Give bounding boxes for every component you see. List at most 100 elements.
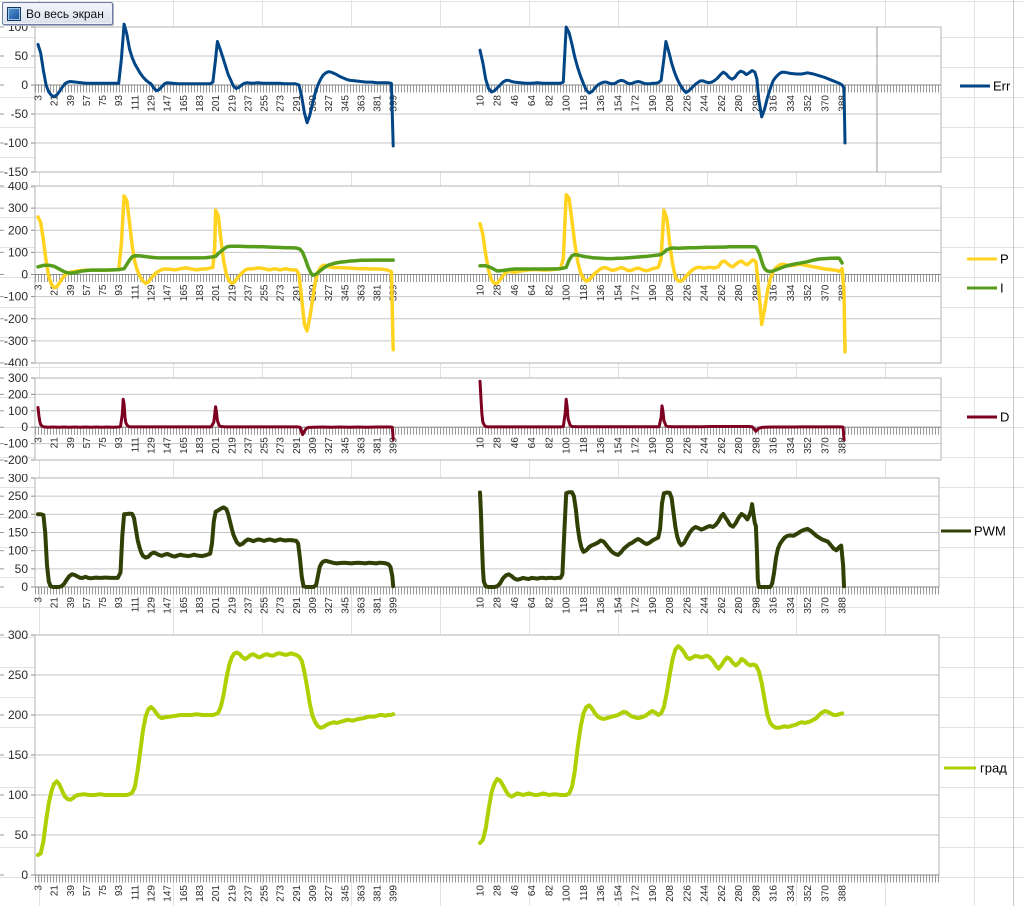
y-tick-label: 0	[21, 580, 28, 594]
x-tick-label: 208	[665, 885, 676, 902]
fullscreen-button-label: Во весь экран	[26, 6, 104, 21]
legend-label: град	[980, 761, 1007, 776]
chart-p-i[interactable]: -400 -300 -200 -100 0 100 200 300 400 3 21 39 57 75 93…	[0, 182, 1014, 366]
x-tick-label: 3	[34, 437, 45, 443]
x-tick-label: 291	[292, 284, 303, 301]
x-tick-label: 183	[195, 885, 206, 902]
x-tick-label: 298	[751, 95, 762, 112]
y-tick-label: 50	[15, 828, 29, 842]
chart-err[interactable]: -150 -100 -50 0 50 100 3 21 39 57 75 93 111 129 147 165…	[0, 0, 1014, 182]
x-tick-label: 291	[292, 437, 303, 454]
x-tick-label: 316	[769, 597, 780, 614]
x-tick-label: 316	[769, 284, 780, 301]
x-tick-label: 93	[114, 885, 125, 897]
x-tick-label: 381	[373, 885, 384, 902]
x-tick-label: 226	[682, 95, 693, 112]
x-tick-label: 298	[751, 885, 762, 902]
x-axis-labels-run1: 3 21 39 57 75 93 111 129 147 165 183 201 219 237 255 27…	[34, 95, 400, 112]
x-tick-label: 57	[82, 95, 93, 107]
x-tick-label: 82	[545, 284, 556, 296]
x-tick-label: 280	[734, 597, 745, 614]
x-tick-label: 255	[260, 597, 271, 614]
legend: град	[944, 761, 1007, 776]
x-tick-label: 118	[579, 95, 590, 111]
x-tick-label: 244	[700, 597, 711, 614]
x-tick-label: 298	[751, 437, 762, 454]
x-tick-label: 172	[631, 95, 642, 112]
x-tick-label: 363	[356, 597, 367, 614]
x-tick-label: 28	[493, 437, 504, 449]
x-tick-label: 154	[614, 284, 625, 301]
chart-pwm[interactable]: 0 50 100 150 200 250 300 3 21 39 57 75 93 111 129 147 16…	[0, 474, 1014, 624]
x-tick-label: 399	[389, 437, 400, 454]
x-tick-label: 172	[631, 284, 642, 301]
x-tick-label: 46	[510, 597, 521, 609]
x-tick-label: 39	[66, 885, 77, 897]
series-I-run2	[478, 245, 844, 274]
y-tick-label: 100	[8, 245, 28, 259]
series-D-run1	[36, 397, 395, 441]
series-I-run1	[36, 244, 395, 277]
x-tick-label: 82	[545, 95, 556, 107]
series-PWM-run2	[478, 490, 846, 589]
x-tick-label: 165	[179, 885, 190, 902]
x-axis-labels-run2: 10 28 46 64 82 100 118 136 154 172 190 208 226 244 262…	[476, 437, 849, 454]
x-tick-label: 381	[373, 284, 384, 301]
x-tick-label: 118	[579, 284, 590, 300]
x-tick-label: 3	[34, 284, 45, 290]
x-tick-label: 273	[276, 597, 287, 614]
x-tick-label: 129	[147, 95, 158, 112]
y-tick-label: 100	[8, 788, 28, 802]
chart-d[interactable]: -200 -100 0 100 200 300 3 21 39 57 75 93 111 129 147 16…	[0, 366, 1014, 474]
x-tick-label: 28	[493, 885, 504, 897]
y-tick-label: 50	[15, 49, 29, 63]
x-tick-label: 334	[786, 437, 797, 454]
x-axis-labels-run1: 3 21 39 57 75 93 111 129 147 165 183 201 219 237 255 27…	[34, 437, 400, 454]
fullscreen-button[interactable]: Во весь экран	[2, 2, 113, 25]
legend-label: Err	[993, 79, 1011, 94]
x-tick-label: 273	[276, 437, 287, 454]
x-tick-label: 399	[389, 95, 400, 112]
x-tick-label: 370	[820, 284, 831, 301]
x-tick-label: 21	[50, 95, 61, 107]
x-tick-label: 399	[389, 597, 400, 614]
x-tick-label: 327	[324, 437, 335, 454]
x-tick-label: 3	[34, 597, 45, 603]
y-tick-label: 200	[8, 387, 28, 401]
x-tick-label: 363	[356, 885, 367, 902]
x-tick-label: 316	[769, 95, 780, 112]
x-tick-label: 381	[373, 437, 384, 454]
series-Err-run1	[36, 22, 395, 148]
x-tick-label: 388	[838, 437, 849, 454]
x-tick-label: 3	[34, 885, 45, 891]
x-axis-labels-run2: 10 28 46 64 82 100 118 136 154 172 190 208 226 244 262…	[476, 885, 849, 902]
x-tick-label: 21	[50, 885, 61, 897]
x-tick-label: 208	[665, 95, 676, 112]
x-tick-label: 226	[682, 284, 693, 301]
x-tick-label: 147	[163, 437, 174, 454]
x-tick-label: 82	[545, 885, 556, 897]
x-tick-label: 280	[734, 885, 745, 902]
x-tick-label: 75	[98, 284, 109, 296]
x-tick-label: 352	[803, 597, 814, 614]
x-tick-label: 10	[476, 284, 487, 296]
x-tick-label: 280	[734, 95, 745, 112]
x-tick-label: 129	[147, 437, 158, 454]
x-tick-label: 370	[820, 597, 831, 614]
x-tick-label: 75	[98, 437, 109, 449]
y-tick-label: 400	[8, 182, 28, 193]
x-tick-label: 316	[769, 885, 780, 902]
chart-grad[interactable]: 0 50 100 150 200 250 300 3 21 39 57 75 93 111 129 147 16…	[0, 624, 1014, 906]
x-tick-label: 3	[34, 95, 45, 101]
x-tick-label: 381	[373, 95, 384, 112]
y-tick-label: -150	[4, 165, 28, 179]
x-axis-labels-run1: 3 21 39 57 75 93 111 129 147 165 183 201 219 237 255 27…	[34, 597, 400, 614]
x-tick-label: 100	[562, 437, 573, 454]
x-tick-label: 129	[147, 284, 158, 301]
x-tick-label: 219	[227, 597, 238, 614]
x-tick-label: 244	[700, 437, 711, 454]
x-tick-label: 165	[179, 95, 190, 112]
x-tick-label: 93	[114, 437, 125, 449]
x-tick-label: 363	[356, 95, 367, 112]
x-tick-label: 363	[356, 284, 367, 301]
